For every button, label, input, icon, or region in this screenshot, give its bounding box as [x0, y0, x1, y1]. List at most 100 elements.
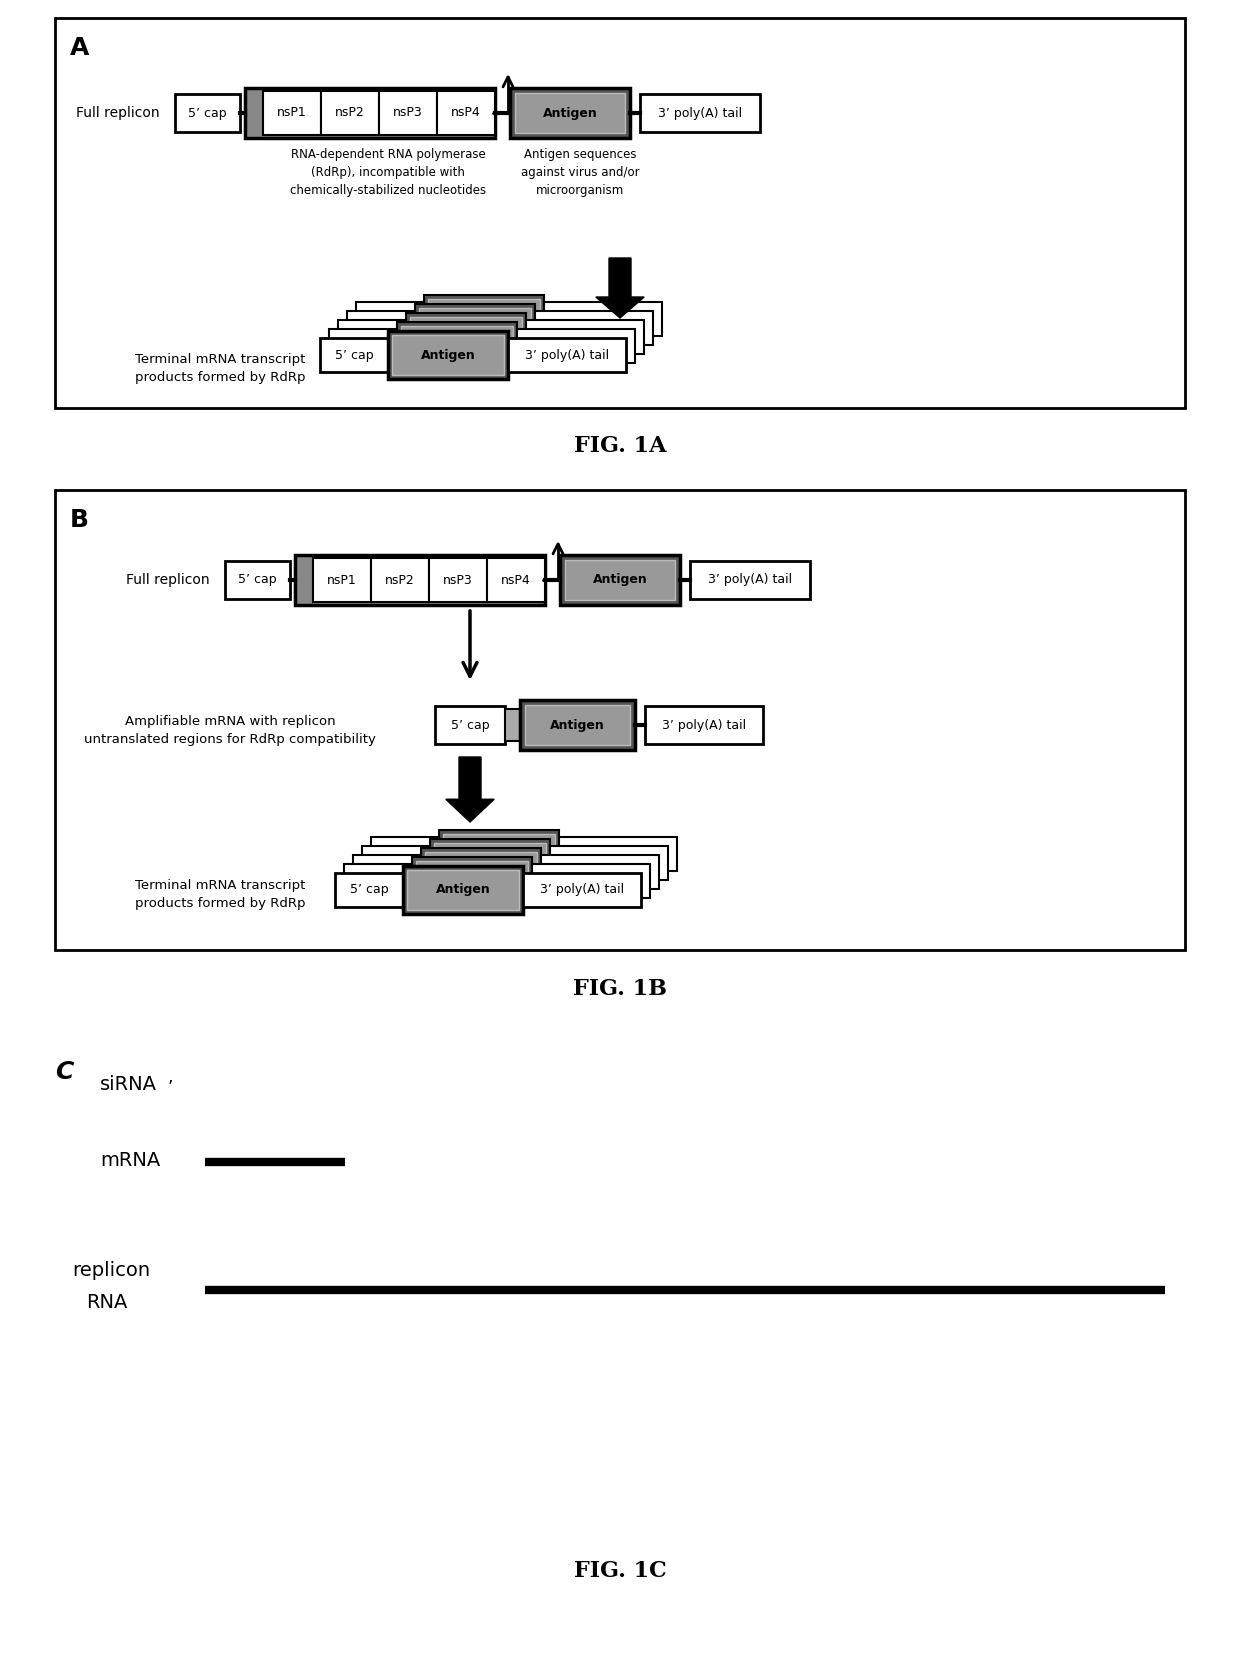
Bar [425, 852, 537, 893]
Bar [407, 869, 520, 909]
Bar [401, 326, 513, 366]
Bar [520, 700, 635, 750]
Text: Antigen sequences
against virus and/or
microorganism: Antigen sequences against virus and/or m… [521, 148, 640, 196]
Bar [434, 842, 546, 883]
Text: Full replicon: Full replicon [77, 106, 160, 121]
Text: A: A [69, 35, 89, 60]
Bar [295, 555, 546, 606]
Text: replicon: replicon [72, 1260, 150, 1280]
Bar [339, 320, 405, 354]
Bar [551, 846, 668, 879]
Text: Terminal mRNA transcript
products formed by RdRp: Terminal mRNA transcript products formed… [135, 352, 305, 384]
Text: nsP3: nsP3 [443, 574, 472, 587]
Text: Antigen: Antigen [543, 106, 598, 119]
Bar [415, 861, 528, 901]
Bar [263, 91, 321, 134]
Text: 3’ poly(A) tail: 3’ poly(A) tail [658, 106, 742, 119]
Bar [353, 856, 422, 889]
Text: RNA: RNA [86, 1292, 128, 1312]
Bar [312, 559, 371, 602]
Bar [412, 857, 532, 904]
Bar [55, 490, 1185, 950]
Text: 5’ cap: 5’ cap [450, 718, 490, 732]
Bar [565, 560, 675, 601]
Text: Antigen: Antigen [593, 574, 647, 587]
Bar [439, 831, 559, 878]
Bar [347, 310, 415, 346]
Bar [487, 559, 546, 602]
Text: 3’ poly(A) tail: 3’ poly(A) tail [525, 349, 609, 361]
Text: nsP4: nsP4 [501, 574, 531, 587]
Text: nsP4: nsP4 [451, 106, 481, 119]
Bar [405, 314, 526, 361]
Text: 5’ cap: 5’ cap [335, 349, 373, 361]
Bar [515, 92, 625, 133]
Bar [534, 310, 653, 346]
Bar [523, 873, 641, 908]
Bar [689, 560, 810, 599]
FancyArrow shape [446, 757, 495, 822]
Bar [371, 837, 439, 871]
Bar [329, 329, 397, 362]
Bar [321, 91, 379, 134]
Bar [410, 317, 522, 357]
Bar [424, 295, 544, 342]
Bar [422, 847, 541, 896]
Text: nsP2: nsP2 [386, 574, 415, 587]
Bar [246, 94, 263, 133]
Bar [544, 302, 662, 336]
Bar [508, 337, 626, 373]
Text: mRNA: mRNA [100, 1151, 160, 1170]
Bar [505, 710, 520, 742]
Bar [525, 705, 630, 745]
Text: C: C [55, 1060, 73, 1084]
Text: 5’ cap: 5’ cap [238, 574, 277, 587]
Text: 3’ poly(A) tail: 3’ poly(A) tail [539, 884, 624, 896]
Text: FIG. 1A: FIG. 1A [574, 435, 666, 456]
Bar [510, 87, 630, 138]
Bar [320, 337, 388, 373]
Bar [246, 87, 495, 138]
Bar [371, 559, 429, 602]
Bar [640, 94, 760, 133]
Bar [175, 94, 241, 133]
Text: FIG. 1B: FIG. 1B [573, 978, 667, 1000]
Bar [419, 309, 531, 347]
Text: B: B [69, 508, 89, 532]
Bar [532, 864, 650, 898]
Bar [429, 559, 487, 602]
Text: nsP2: nsP2 [335, 106, 365, 119]
Bar [295, 560, 312, 599]
FancyArrow shape [595, 258, 645, 319]
Bar [541, 856, 658, 889]
Text: Antigen: Antigen [551, 718, 605, 732]
Bar [428, 299, 539, 339]
Bar [430, 839, 551, 888]
Text: 3’ poly(A) tail: 3’ poly(A) tail [708, 574, 792, 587]
Bar [415, 304, 534, 352]
Bar [435, 706, 505, 743]
Text: siRNA: siRNA [100, 1076, 157, 1094]
Bar [335, 873, 403, 908]
Bar [517, 329, 635, 362]
Bar [343, 864, 412, 898]
Bar [436, 91, 495, 134]
Text: 3’ poly(A) tail: 3’ poly(A) tail [662, 718, 746, 732]
Bar [388, 331, 508, 379]
Text: Amplifiable mRNA with replicon
untranslated regions for RdRp compatibility: Amplifiable mRNA with replicon untransla… [84, 715, 376, 745]
Text: Terminal mRNA transcript
products formed by RdRp: Terminal mRNA transcript products formed… [135, 879, 305, 911]
Bar [224, 560, 290, 599]
Bar [356, 302, 424, 336]
Text: Antigen: Antigen [420, 349, 475, 361]
Text: 5’ cap: 5’ cap [188, 106, 227, 119]
Bar [560, 555, 680, 606]
Bar [443, 834, 556, 874]
Text: nsP1: nsP1 [327, 574, 357, 587]
Text: Antigen: Antigen [435, 884, 490, 896]
Text: ’: ’ [167, 1079, 174, 1097]
Text: 5’ cap: 5’ cap [350, 884, 388, 896]
Bar [379, 91, 436, 134]
Bar [645, 706, 763, 743]
Text: Full replicon: Full replicon [126, 572, 210, 587]
Bar [392, 336, 503, 374]
